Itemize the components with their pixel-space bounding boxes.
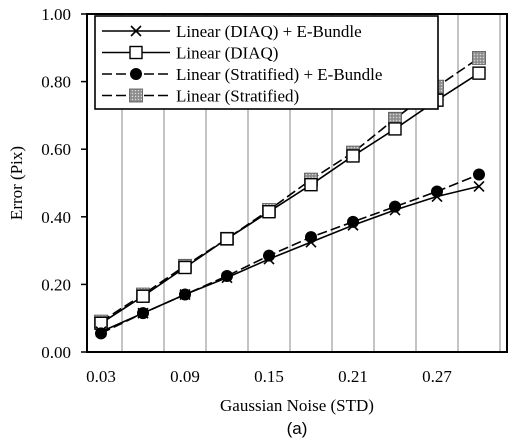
data-point [129, 45, 143, 60]
data-point [347, 219, 359, 231]
data-point [388, 122, 402, 136]
data-point [472, 66, 486, 80]
marker-x-stroke [431, 190, 443, 203]
marker-x-stroke [130, 25, 142, 37]
data-point [179, 288, 191, 301]
data-point [305, 236, 317, 248]
series-group [94, 51, 486, 340]
data-point [178, 260, 192, 275]
y-tick-label: 1.00 [41, 5, 71, 24]
data-point [262, 205, 276, 219]
x-axis-label: Gaussian Noise (STD) [220, 396, 374, 415]
series-1 [95, 180, 485, 338]
data-point [473, 180, 485, 192]
axes: 0.00 0.20 0.40 0.60 0.80 1.00 0.03 0.09 0.15 0.21… [41, 5, 452, 386]
series-line [100, 185, 480, 333]
legend-item: Linear (DIAQ) [102, 44, 278, 63]
legend-label: Linear (DIAQ) [176, 44, 278, 63]
legend-label: Linear (DIAQ) + E-Bundle [176, 22, 362, 41]
data-point [137, 307, 149, 319]
data-point [472, 51, 486, 65]
marker-x-stroke [179, 288, 191, 301]
data-point [263, 253, 275, 265]
data-point [130, 68, 142, 80]
data-point [473, 168, 485, 181]
data-point [136, 289, 150, 303]
data-point [129, 88, 143, 103]
x-tick-label: 0.21 [338, 367, 368, 386]
data-point [220, 232, 234, 246]
legend-label: Linear (Stratified) + E-Bundle [176, 65, 382, 84]
data-point [389, 204, 401, 216]
legend-label: Linear (Stratified) [176, 87, 299, 106]
legend-item: Linear (Stratified) + E-Bundle [102, 65, 382, 84]
y-tick-label: 0.20 [41, 275, 71, 294]
x-tick-label: 0.03 [86, 367, 116, 386]
marker-x-stroke [137, 307, 149, 319]
data-point [346, 149, 360, 163]
data-point [304, 177, 318, 192]
data-point [130, 25, 142, 37]
y-tick-label: 0.00 [41, 343, 71, 362]
x-tick-label: 0.27 [422, 367, 452, 386]
marker-x-stroke [305, 236, 317, 248]
marker-x-stroke [389, 204, 401, 216]
marker-x-stroke [263, 253, 275, 265]
y-axis-label: Error (Pix) [7, 146, 26, 220]
marker-x-stroke [473, 180, 485, 192]
x-tick-label: 0.09 [170, 367, 200, 386]
data-point [431, 190, 443, 203]
plot-area-frame [86, 13, 508, 353]
x-tick-label: 0.15 [254, 367, 284, 386]
y-tick-label: 0.60 [41, 140, 71, 159]
figure-caption: (a) [287, 419, 308, 438]
data-point [221, 272, 233, 284]
marker-x-stroke [95, 326, 107, 338]
marker-x-stroke [347, 219, 359, 231]
series-line [100, 173, 480, 335]
data-point [95, 326, 107, 338]
legend-item: Linear (DIAQ) + E-Bundle [102, 22, 362, 41]
legend-item: Linear (Stratified) [102, 87, 299, 106]
legend: Linear (DIAQ) + E-Bundle Linear (DIAQ) Lin… [94, 15, 439, 110]
y-tick-label: 0.40 [41, 208, 71, 227]
series-line [100, 72, 480, 324]
marker-x-stroke [221, 272, 233, 284]
y-tick-label: 0.80 [41, 73, 71, 92]
